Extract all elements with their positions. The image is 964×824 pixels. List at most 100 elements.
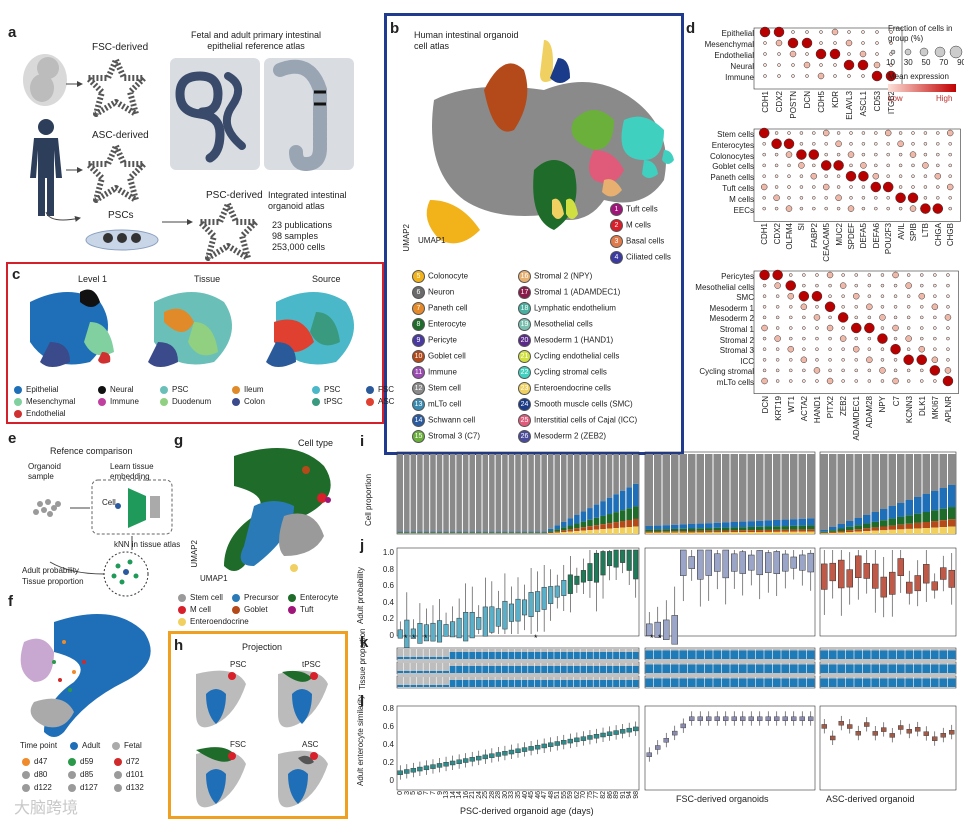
dot-marker <box>849 142 853 146</box>
i-bar-segment <box>798 531 806 534</box>
dot-marker <box>787 37 799 49</box>
dot-marker <box>898 163 903 168</box>
l-box <box>782 716 788 721</box>
k-seg-grey <box>469 649 476 652</box>
c-legend-label: PSC <box>324 385 341 394</box>
dot-marker <box>829 48 841 60</box>
f-legend-fetal: Fetal <box>112 741 142 751</box>
l-box <box>672 730 678 736</box>
j-box <box>410 628 416 639</box>
dot-marker <box>777 63 781 67</box>
dot-marker <box>853 345 860 353</box>
dot-marker <box>892 324 899 332</box>
k-seg-blue <box>730 650 739 659</box>
k-seg-grey <box>696 663 705 665</box>
dot-marker <box>799 174 804 178</box>
dot-marker <box>875 41 879 45</box>
l-box <box>898 725 904 730</box>
dot-marker <box>812 142 816 146</box>
k-seg-grey <box>456 663 463 666</box>
k-seg-blue <box>488 666 495 673</box>
k-seg-grey <box>456 649 463 652</box>
j-box <box>587 563 593 581</box>
k-seg-grey <box>789 677 798 679</box>
k-seg-grey <box>837 649 846 651</box>
i-bar-segment <box>897 529 905 534</box>
i-bar-segment <box>854 531 862 534</box>
dot-marker <box>849 196 853 200</box>
k-seg-grey <box>862 649 871 651</box>
k-seg-grey <box>547 677 554 680</box>
dot-marker <box>880 294 885 298</box>
k-seg-grey <box>397 677 404 685</box>
k-seg-grey <box>410 663 417 671</box>
i-bar-segment <box>837 528 845 531</box>
k-seg-blue <box>606 666 613 673</box>
k-seg-grey <box>922 677 931 679</box>
i-bar-segment <box>521 531 528 533</box>
panel-label-k: k <box>360 634 369 651</box>
k-seg-grey <box>521 649 528 652</box>
dot-marker <box>854 315 858 320</box>
k-strip <box>644 675 816 689</box>
l-box <box>587 735 593 740</box>
k-seg-blue <box>619 680 626 687</box>
j-box <box>872 563 879 589</box>
i-bar-stem <box>854 454 862 518</box>
dot-marker <box>851 322 862 334</box>
dot-marker <box>936 196 940 200</box>
k-seg-blue <box>521 666 528 673</box>
d-row-label: Endothelial <box>714 51 754 60</box>
i-bar-segment <box>662 531 670 533</box>
l-box <box>949 730 955 735</box>
k-seg-grey <box>593 677 600 680</box>
dot-marker <box>859 50 867 58</box>
i-bar-stem <box>764 454 772 521</box>
dot-marker <box>762 142 766 146</box>
j-box <box>430 622 436 642</box>
k-seg-grey <box>947 649 956 651</box>
i-bar-stem <box>790 454 798 520</box>
dot-marker <box>866 356 873 364</box>
l-box <box>456 759 462 764</box>
k-seg-blue <box>541 666 548 673</box>
d-size-tick: 50 <box>921 58 931 67</box>
dot-marker <box>946 129 954 137</box>
dot-marker <box>802 368 806 373</box>
i-bar-segment <box>807 525 815 530</box>
dot-marker <box>893 358 898 362</box>
dot-marker <box>775 305 780 309</box>
k-seg-blue <box>820 650 829 659</box>
j-box <box>688 556 695 569</box>
k-seg-blue <box>469 652 476 659</box>
e-out1: Adult probability <box>22 566 79 575</box>
k-seg-blue <box>508 666 515 673</box>
cluster-dot-icon: 25 <box>518 414 531 427</box>
i-bar-segment <box>756 532 764 534</box>
i-bar-segment <box>619 527 626 534</box>
i-bar-segment <box>397 531 404 533</box>
k-seg-grey <box>593 649 600 652</box>
l-box <box>436 763 443 768</box>
dot-marker <box>874 142 878 146</box>
l-box <box>548 742 554 747</box>
dot-marker <box>918 292 925 300</box>
dot-marker <box>923 152 928 157</box>
dot-marker <box>861 152 866 157</box>
d-row-label: Pericytes <box>721 272 754 281</box>
i-bar-segment <box>747 526 755 531</box>
dot-marker <box>948 163 952 168</box>
k-seg-blue <box>772 650 781 659</box>
i-bar-segment <box>897 503 905 517</box>
dot-marker <box>774 185 779 189</box>
cluster-dot-icon: 24 <box>518 398 531 411</box>
i-bar-segment <box>534 531 541 533</box>
i-bar-segment <box>722 530 730 533</box>
dot-marker <box>892 271 899 279</box>
dot-marker <box>933 379 937 383</box>
b-legend-item: 1 Tuft cells <box>610 203 658 216</box>
i-bar-segment <box>502 532 508 534</box>
i-bar-segment <box>888 518 896 526</box>
i-bar-stem <box>495 454 502 532</box>
j-box <box>489 606 495 633</box>
